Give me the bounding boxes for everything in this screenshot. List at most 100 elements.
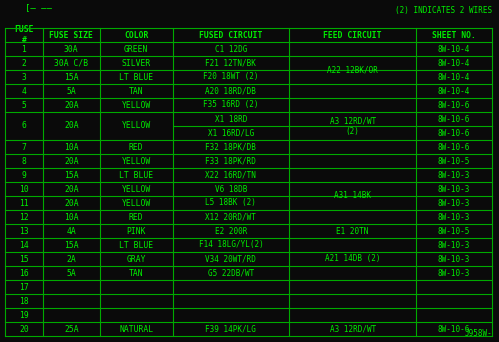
- Bar: [43, 113, 99, 140]
- Text: RED: RED: [129, 143, 144, 152]
- Text: 19: 19: [19, 311, 29, 319]
- Text: 8W-10-5: 8W-10-5: [438, 157, 471, 166]
- Text: 13: 13: [19, 226, 29, 236]
- Text: 17: 17: [19, 282, 29, 291]
- Text: F39 14PK/LG: F39 14PK/LG: [206, 325, 256, 333]
- Text: GRAY: GRAY: [126, 254, 146, 263]
- Text: 15A: 15A: [64, 171, 79, 180]
- Text: 8W-10-3: 8W-10-3: [438, 198, 471, 208]
- Text: J958W-: J958W-: [464, 329, 492, 338]
- Text: L5 18BK (2): L5 18BK (2): [206, 198, 256, 208]
- Text: 14: 14: [19, 240, 29, 250]
- Text: 9: 9: [21, 171, 26, 180]
- Text: F20 18WT (2): F20 18WT (2): [203, 73, 258, 81]
- Text: FUSE SIZE: FUSE SIZE: [49, 30, 93, 39]
- Text: C1 12DG: C1 12DG: [215, 44, 247, 53]
- Text: YELLOW: YELLOW: [122, 121, 151, 131]
- Text: A3 12RD/WT
(2): A3 12RD/WT (2): [329, 116, 376, 136]
- Text: F21 12TN/BK: F21 12TN/BK: [206, 58, 256, 67]
- Bar: [100, 113, 172, 140]
- Text: 1: 1: [21, 44, 26, 53]
- Text: LT BLUE: LT BLUE: [119, 73, 153, 81]
- Text: 8W-10-6: 8W-10-6: [438, 325, 471, 333]
- Text: PINK: PINK: [126, 226, 146, 236]
- Text: 18: 18: [19, 297, 29, 305]
- Text: A21 14DB (2): A21 14DB (2): [325, 254, 380, 263]
- Text: 20A: 20A: [64, 184, 79, 194]
- Text: F33 18PK/RD: F33 18PK/RD: [206, 157, 256, 166]
- Text: 12: 12: [19, 212, 29, 222]
- Text: 10: 10: [19, 184, 29, 194]
- Text: RED: RED: [129, 212, 144, 222]
- Text: 8W-10-3: 8W-10-3: [438, 184, 471, 194]
- Text: 15: 15: [19, 254, 29, 263]
- Text: X1 18RD: X1 18RD: [215, 115, 247, 123]
- Text: 30A C/B: 30A C/B: [54, 58, 88, 67]
- Bar: [5, 113, 42, 140]
- Text: 8W-10-6: 8W-10-6: [438, 115, 471, 123]
- Text: 15A: 15A: [64, 240, 79, 250]
- Text: 8W-10-3: 8W-10-3: [438, 171, 471, 180]
- Text: E2 200R: E2 200R: [215, 226, 247, 236]
- Text: 15A: 15A: [64, 73, 79, 81]
- Text: A31 14BK: A31 14BK: [334, 192, 371, 200]
- Text: 6: 6: [21, 121, 26, 131]
- Bar: [289, 169, 416, 224]
- Text: 11: 11: [19, 198, 29, 208]
- Text: E1 20TN: E1 20TN: [336, 226, 369, 236]
- Text: 8W-10-4: 8W-10-4: [438, 73, 471, 81]
- Text: 8W-10-5: 8W-10-5: [438, 226, 471, 236]
- Text: GREEN: GREEN: [124, 44, 148, 53]
- Text: FEED CIRCUIT: FEED CIRCUIT: [323, 30, 382, 39]
- Text: 8W-10-3: 8W-10-3: [438, 254, 471, 263]
- Text: 20A: 20A: [64, 198, 79, 208]
- Text: 5A: 5A: [66, 87, 76, 95]
- Text: A3 12RD/WT
(2): A3 12RD/WT (2): [329, 116, 376, 136]
- Bar: [289, 238, 416, 279]
- Text: V34 20WT/RD: V34 20WT/RD: [206, 254, 256, 263]
- Text: 30A: 30A: [64, 44, 79, 53]
- Text: 20A: 20A: [64, 121, 79, 131]
- Text: 16: 16: [19, 268, 29, 277]
- Text: 5A: 5A: [66, 268, 76, 277]
- Text: 8W-10-6: 8W-10-6: [438, 101, 471, 109]
- Text: 20A: 20A: [64, 101, 79, 109]
- Text: A22 12BK/OR: A22 12BK/OR: [327, 66, 378, 75]
- Bar: [289, 280, 416, 321]
- Text: F32 18PK/DB: F32 18PK/DB: [206, 143, 256, 152]
- Text: 8W-10-3: 8W-10-3: [438, 240, 471, 250]
- Text: 8W-10-4: 8W-10-4: [438, 58, 471, 67]
- Text: SHEET NO.: SHEET NO.: [432, 30, 476, 39]
- Text: FUSE
#: FUSE #: [14, 25, 34, 45]
- Text: 20A: 20A: [64, 157, 79, 166]
- Text: 20A: 20A: [64, 121, 79, 131]
- Text: 10A: 10A: [64, 143, 79, 152]
- Text: 25A: 25A: [64, 325, 79, 333]
- Text: SILVER: SILVER: [122, 58, 151, 67]
- Text: LT BLUE: LT BLUE: [119, 171, 153, 180]
- Text: A21 14DB (2): A21 14DB (2): [325, 254, 380, 263]
- Text: A20 18RD/DB: A20 18RD/DB: [206, 87, 256, 95]
- Text: 20: 20: [19, 325, 29, 333]
- Text: YELLOW: YELLOW: [122, 198, 151, 208]
- Text: LT BLUE: LT BLUE: [119, 240, 153, 250]
- Text: G5 22DB/WT: G5 22DB/WT: [208, 268, 254, 277]
- Text: 8W-10-4: 8W-10-4: [438, 44, 471, 53]
- Text: COLOR: COLOR: [124, 30, 148, 39]
- Text: 6: 6: [21, 121, 26, 131]
- Text: X22 16RD/TN: X22 16RD/TN: [206, 171, 256, 180]
- Text: [— ——: [— ——: [25, 3, 52, 13]
- Text: F35 16RD (2): F35 16RD (2): [203, 101, 258, 109]
- Text: YELLOW: YELLOW: [122, 157, 151, 166]
- Text: TAN: TAN: [129, 87, 144, 95]
- Text: (2) INDICATES 2 WIRES: (2) INDICATES 2 WIRES: [395, 5, 492, 14]
- Text: 8W-10-3: 8W-10-3: [438, 268, 471, 277]
- Text: V6 18DB: V6 18DB: [215, 184, 247, 194]
- Text: YELLOW: YELLOW: [122, 121, 151, 131]
- Text: NATURAL: NATURAL: [119, 325, 153, 333]
- Text: 2A: 2A: [66, 254, 76, 263]
- Text: 10A: 10A: [64, 212, 79, 222]
- Text: X12 20RD/WT: X12 20RD/WT: [206, 212, 256, 222]
- Text: FUSED CIRCUIT: FUSED CIRCUIT: [199, 30, 262, 39]
- Text: X1 16RD/LG: X1 16RD/LG: [208, 129, 254, 137]
